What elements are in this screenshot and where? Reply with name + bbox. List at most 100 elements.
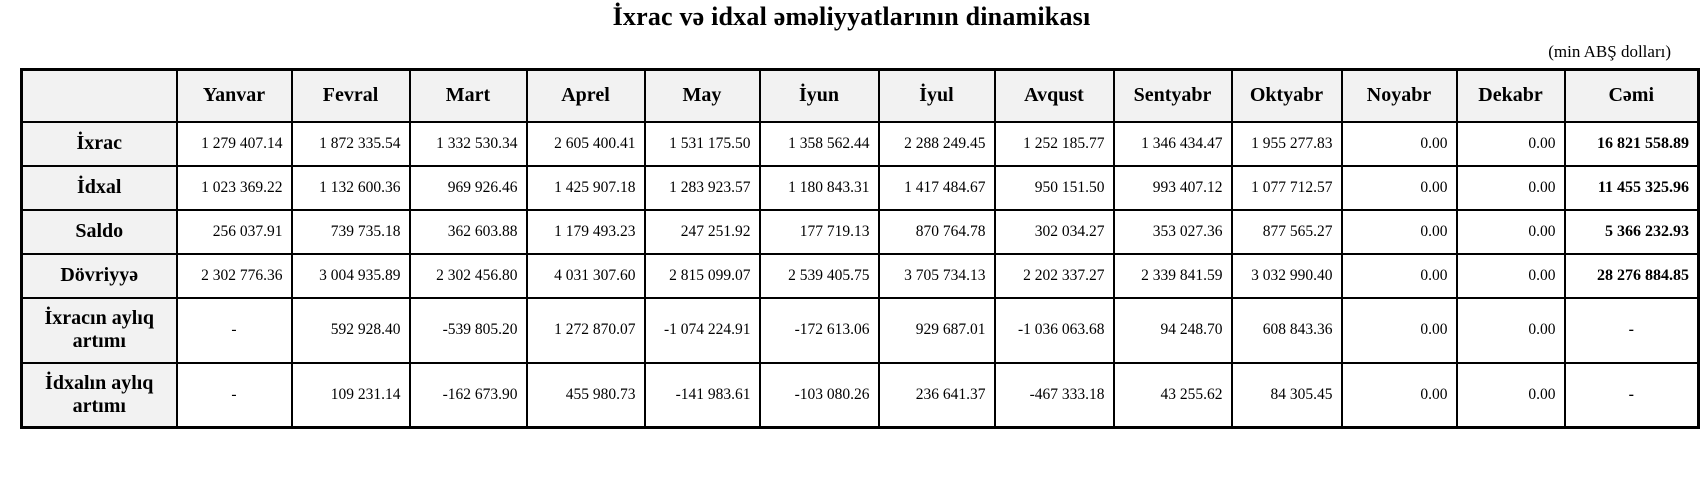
table-cell: 362 603.88 xyxy=(408,208,528,255)
column-header-13: Cəmi xyxy=(1563,68,1700,123)
table-cell: 0.00 xyxy=(1455,296,1566,364)
table-cell: 0.00 xyxy=(1455,252,1566,299)
table-cell: 877 565.27 xyxy=(1230,208,1343,255)
table-cell: 929 687.01 xyxy=(877,296,996,364)
table-cell: 1 180 843.31 xyxy=(758,164,880,211)
table-cell: 3 705 734.13 xyxy=(877,252,996,299)
table-cell: 84 305.45 xyxy=(1230,361,1343,429)
table-row-1: İdxal 1 023 369.22 1 132 600.36 969 926.46 1… xyxy=(20,164,1700,211)
row-label: Saldo xyxy=(20,208,178,255)
table-cell: -162 673.90 xyxy=(408,361,528,429)
table-cell: 236 641.37 xyxy=(877,361,996,429)
table-cell: - xyxy=(1563,296,1700,364)
table-header-row: Yanvar Fevral Mart Aprel May İyun İyul Avqust Se… xyxy=(20,68,1700,123)
table-cell: 353 027.36 xyxy=(1112,208,1233,255)
table-cell: -467 333.18 xyxy=(993,361,1115,429)
table-cell: 1 417 484.67 xyxy=(877,164,996,211)
corner-header-cell xyxy=(20,68,178,123)
column-header-12: Dekabr xyxy=(1455,68,1566,123)
table-cell: 1 132 600.36 xyxy=(290,164,411,211)
table-cell: 2 539 405.75 xyxy=(758,252,880,299)
table-cell: -1 074 224.91 xyxy=(643,296,761,364)
table-cell: 592 928.40 xyxy=(290,296,411,364)
table-cell: 1 272 870.07 xyxy=(525,296,646,364)
table-cell: 0.00 xyxy=(1455,208,1566,255)
table-cell: 0.00 xyxy=(1340,361,1458,429)
table-cell: 1 077 712.57 xyxy=(1230,164,1343,211)
column-header-3: Mart xyxy=(408,68,528,123)
table-cell: 0.00 xyxy=(1340,296,1458,364)
table-cell: 28 276 884.85 xyxy=(1563,252,1700,299)
export-import-table: Yanvar Fevral Mart Aprel May İyun İyul Avqust Se… xyxy=(20,68,1700,429)
table-cell: 256 037.91 xyxy=(175,208,293,255)
page-title: İxrac və idxal əməliyyatlarının dinamika… xyxy=(612,2,1091,31)
table-cell: 1 252 185.77 xyxy=(993,120,1115,167)
table-cell: 455 980.73 xyxy=(525,361,646,429)
table-cell: 43 255.62 xyxy=(1112,361,1233,429)
table-cell: 608 843.36 xyxy=(1230,296,1343,364)
table-cell: 3 004 935.89 xyxy=(290,252,411,299)
table-cell: 11 455 325.96 xyxy=(1563,164,1700,211)
table-row-3: Dövriyyə 2 302 776.36 3 004 935.89 2 302 45… xyxy=(20,252,1700,299)
column-header-11: Noyabr xyxy=(1340,68,1458,123)
table-cell: 2 302 776.36 xyxy=(175,252,293,299)
table-row-2: Saldo 256 037.91 739 735.18 362 603.88 1 179… xyxy=(20,208,1700,255)
table-cell: 1 425 907.18 xyxy=(525,164,646,211)
table-cell: 16 821 558.89 xyxy=(1563,120,1700,167)
table-cell: 94 248.70 xyxy=(1112,296,1233,364)
table-cell: 969 926.46 xyxy=(408,164,528,211)
column-header-9: Sentyabr xyxy=(1112,68,1233,123)
column-header-5: May xyxy=(643,68,761,123)
table-cell: 1 531 175.50 xyxy=(643,120,761,167)
column-header-7: İyul xyxy=(877,68,996,123)
column-header-8: Avqust xyxy=(993,68,1115,123)
table-cell: 247 251.92 xyxy=(643,208,761,255)
table-cell: 870 764.78 xyxy=(877,208,996,255)
table-cell: 1 872 335.54 xyxy=(290,120,411,167)
table-cell: 0.00 xyxy=(1455,120,1566,167)
table-cell: - xyxy=(175,361,293,429)
table-body: İxrac 1 279 407.14 1 872 335.54 1 332 530.3… xyxy=(20,120,1700,429)
table-cell: 2 605 400.41 xyxy=(525,120,646,167)
column-header-4: Aprel xyxy=(525,68,646,123)
table-row-4: İxracın aylıq artımı -592 928.40 -539 805.… xyxy=(20,296,1700,364)
row-label: İdxal xyxy=(20,164,178,211)
table-cell: 0.00 xyxy=(1340,252,1458,299)
column-header-1: Yanvar xyxy=(175,68,293,123)
table-cell: 950 151.50 xyxy=(993,164,1115,211)
row-label: İxracın aylıq artımı xyxy=(20,296,178,364)
table-cell: -539 805.20 xyxy=(408,296,528,364)
table-cell: -103 080.26 xyxy=(758,361,880,429)
table-cell: 0.00 xyxy=(1340,120,1458,167)
table-cell: -141 983.61 xyxy=(643,361,761,429)
table-cell: 993 407.12 xyxy=(1112,164,1233,211)
column-header-6: İyun xyxy=(758,68,880,123)
table-cell: 1 346 434.47 xyxy=(1112,120,1233,167)
table-cell: 1 023 369.22 xyxy=(175,164,293,211)
table-cell: 109 231.14 xyxy=(290,361,411,429)
table-cell: 4 031 307.60 xyxy=(525,252,646,299)
table-cell: 0.00 xyxy=(1455,164,1566,211)
column-header-10: Oktyabr xyxy=(1230,68,1343,123)
table-cell: 2 288 249.45 xyxy=(877,120,996,167)
table-cell: 1 332 530.34 xyxy=(408,120,528,167)
table-cell: 0.00 xyxy=(1340,164,1458,211)
table-cell: 0.00 xyxy=(1455,361,1566,429)
table-cell: 5 366 232.93 xyxy=(1563,208,1700,255)
table-row-0: İxrac 1 279 407.14 1 872 335.54 1 332 530.3… xyxy=(20,120,1700,167)
table-cell: 2 339 841.59 xyxy=(1112,252,1233,299)
table-cell: 1 279 407.14 xyxy=(175,120,293,167)
table-cell: 2 815 099.07 xyxy=(643,252,761,299)
row-label: İdxalın aylıq artımı xyxy=(20,361,178,429)
table-cell: 302 034.27 xyxy=(993,208,1115,255)
table-cell: 2 202 337.27 xyxy=(993,252,1115,299)
table-cell: -172 613.06 xyxy=(758,296,880,364)
table-header: Yanvar Fevral Mart Aprel May İyun İyul Avqust Se… xyxy=(20,68,1700,123)
table-cell: 1 358 562.44 xyxy=(758,120,880,167)
table-cell: - xyxy=(175,296,293,364)
row-label: Dövriyyə xyxy=(20,252,178,299)
table-cell: 1 283 923.57 xyxy=(643,164,761,211)
table-cell: 0.00 xyxy=(1340,208,1458,255)
table-cell: 177 719.13 xyxy=(758,208,880,255)
